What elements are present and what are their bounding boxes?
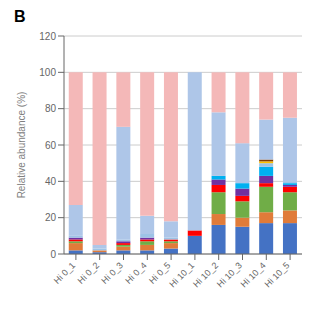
svg-text:Hi 0_1: Hi 0_1 (52, 260, 77, 285)
svg-text:Hi 10_5: Hi 10_5 (263, 260, 292, 289)
svg-text:Hi 0_2: Hi 0_2 (76, 260, 101, 285)
svg-text:Hi 10_4: Hi 10_4 (239, 260, 268, 289)
svg-text:0: 0 (50, 249, 56, 260)
svg-text:Hi 0_5: Hi 0_5 (147, 260, 173, 286)
svg-text:Hi 10_1: Hi 10_1 (167, 260, 196, 289)
svg-text:Hi 10_2: Hi 10_2 (191, 260, 220, 289)
svg-text:Relative abundance (%): Relative abundance (%) (16, 92, 27, 199)
svg-text:120: 120 (39, 31, 56, 42)
svg-text:Hi 0_3: Hi 0_3 (99, 260, 124, 285)
svg-text:Hi 10_3: Hi 10_3 (215, 260, 244, 289)
svg-text:80: 80 (45, 103, 57, 114)
html-text:B: B (14, 8, 26, 25)
svg-text:100: 100 (39, 67, 56, 78)
svg-text:Hi 0_4: Hi 0_4 (123, 260, 148, 285)
svg-text:20: 20 (45, 212, 57, 223)
svg-text:40: 40 (45, 176, 57, 187)
svg-text:60: 60 (45, 140, 57, 151)
